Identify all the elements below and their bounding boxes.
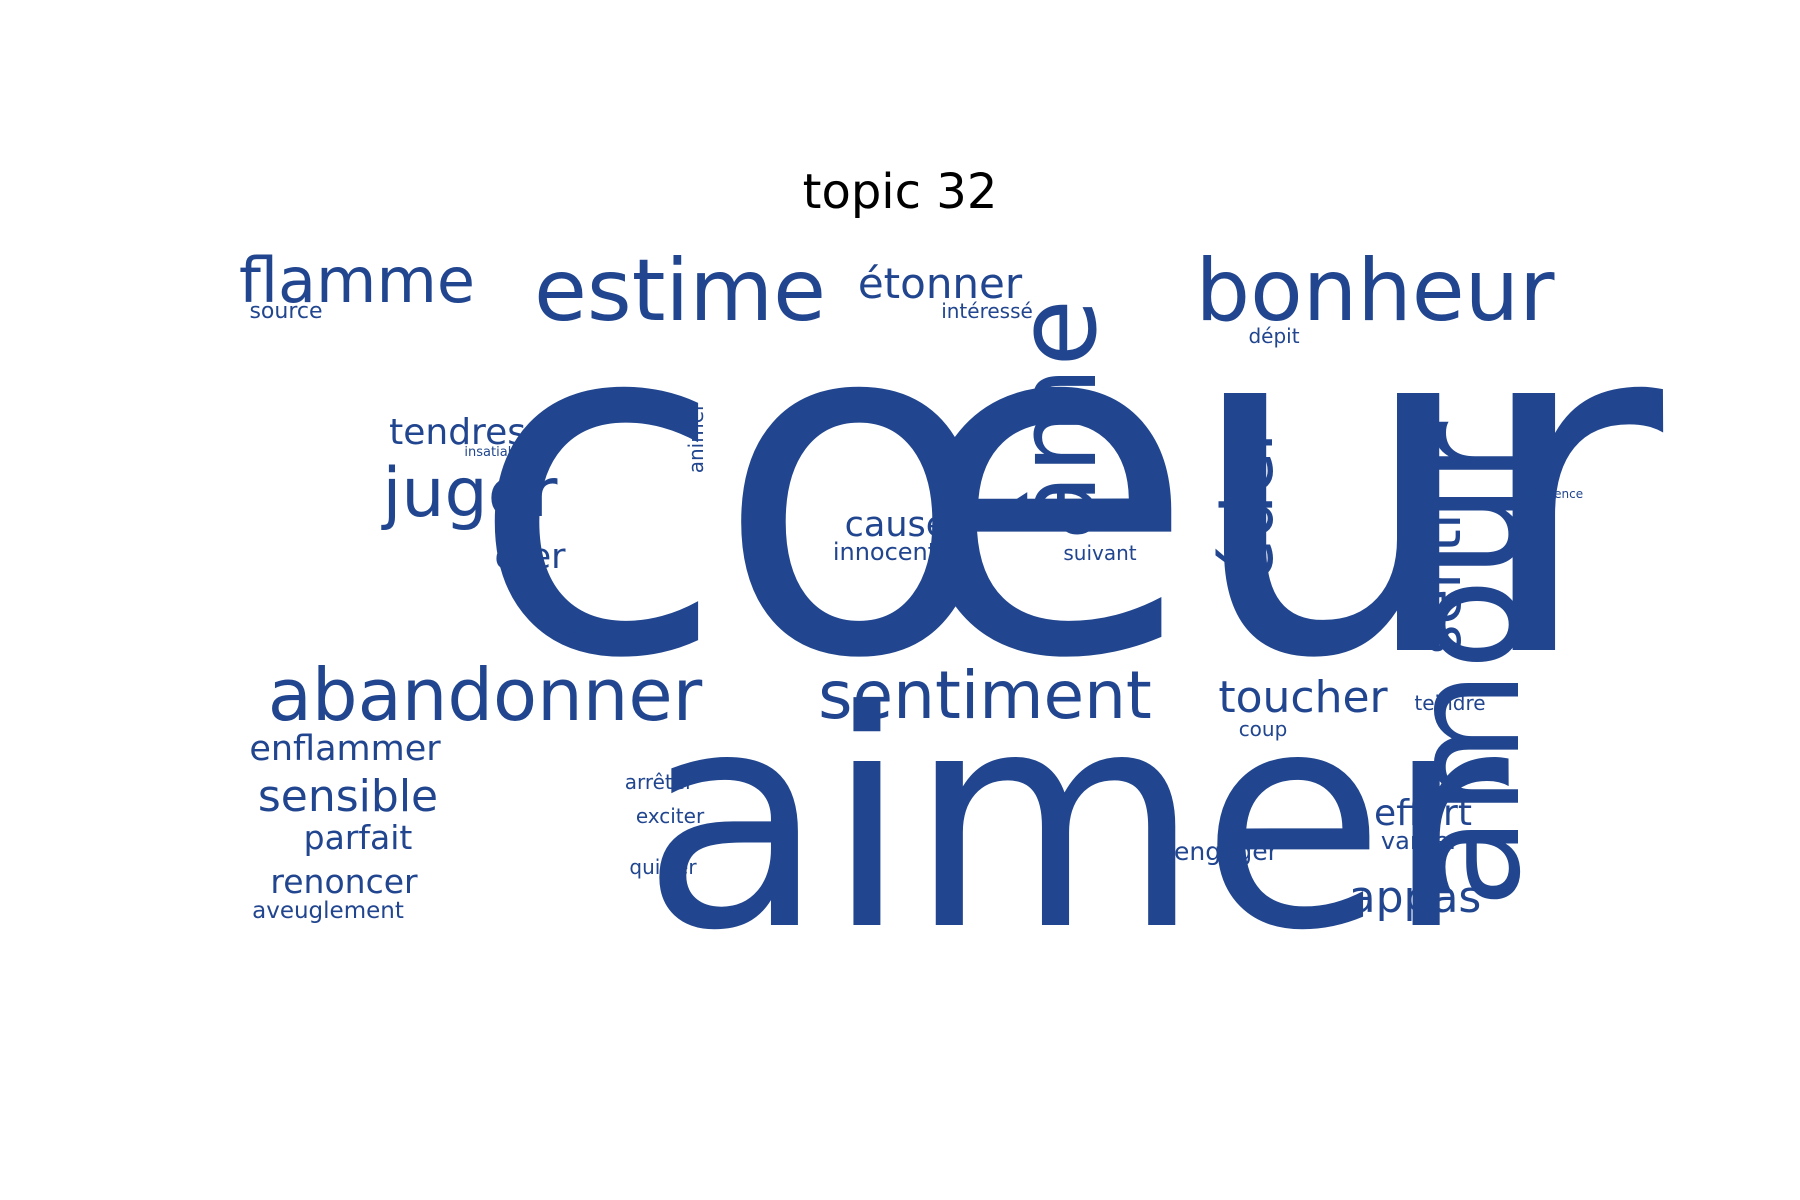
word-13: toucher (1218, 672, 1388, 723)
word-27: vanter (1381, 827, 1459, 855)
word-20: parfait (304, 818, 413, 857)
word-5: estime (534, 241, 826, 341)
word-31: arrêter (625, 770, 694, 794)
word-38: déférence (1523, 487, 1583, 501)
word-10: flamme (239, 244, 475, 317)
word-14: tendresse (389, 412, 567, 453)
word-9: juger (381, 454, 558, 533)
wordcloud-title: topic 32 (802, 164, 998, 220)
word-4: bonheur (1196, 241, 1556, 341)
word-37: insatiable (464, 445, 527, 460)
word-32: animer (684, 402, 708, 473)
word-8: céder (1207, 423, 1289, 621)
word-15: appas (1349, 872, 1482, 923)
word-30: dépit (1248, 324, 1299, 348)
word-23: source (249, 299, 322, 324)
word-29: teindre (1414, 691, 1485, 715)
word-1: aimer (641, 647, 1512, 996)
word-11: sentir (1406, 489, 1474, 655)
word-39: égarer (555, 623, 598, 638)
word-0: cœur (469, 214, 1668, 761)
word-7: sentiment (818, 657, 1152, 734)
word-21: cause (845, 505, 948, 545)
word-33: exciter (636, 804, 705, 828)
word-24: intéressé (941, 299, 1033, 323)
word-28: aveuglement (252, 898, 404, 924)
word-12: étonner (858, 259, 1023, 308)
word-17: effort (1374, 793, 1472, 834)
word-19: renoncer (270, 862, 418, 901)
word-6: abandonner (268, 653, 703, 737)
word-2: âme (993, 299, 1121, 541)
word-22: ôter (494, 537, 566, 577)
word-25: engager (1174, 837, 1279, 866)
word-36: suivant (1063, 541, 1136, 565)
word-26: innocent (833, 538, 937, 566)
word-18: enflammer (249, 729, 441, 769)
word-16: sensible (258, 771, 438, 822)
word-34: quitter (629, 855, 697, 879)
word-35: coup (1239, 717, 1288, 741)
word-3: amour (1380, 421, 1554, 908)
